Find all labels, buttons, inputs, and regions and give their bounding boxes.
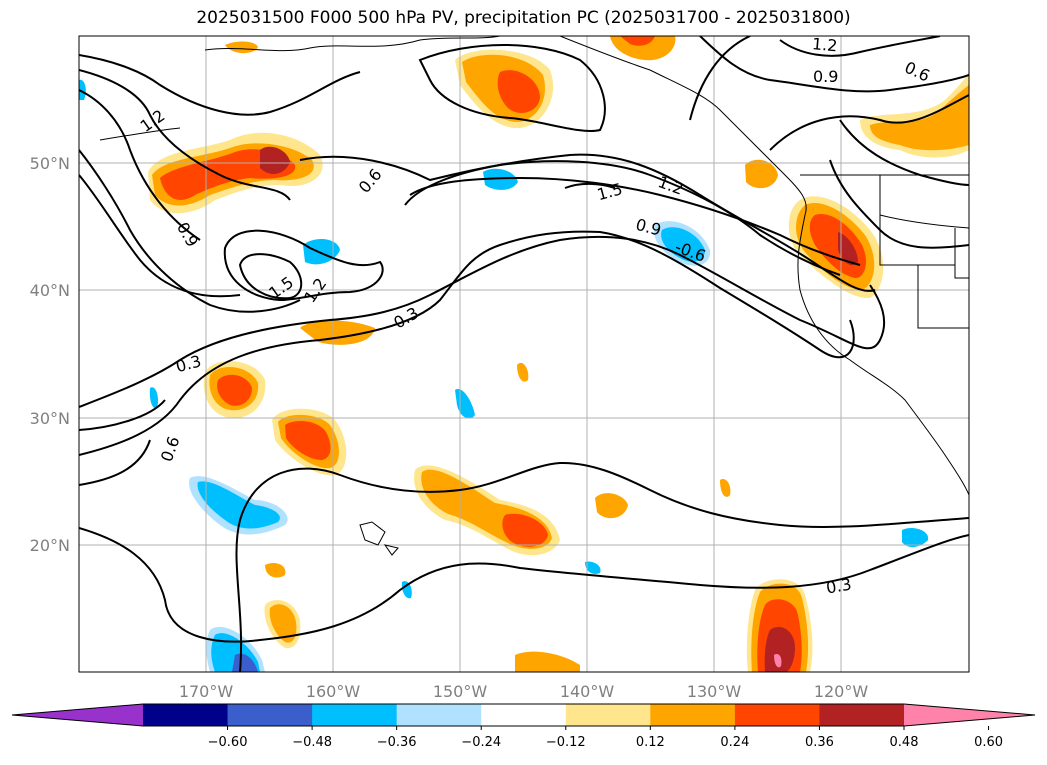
graticule — [79, 36, 969, 672]
colorbar-segment — [396, 704, 482, 726]
coastlines — [99, 36, 969, 556]
colorbar-segment — [650, 704, 736, 726]
colorbar-tick-label: 0.24 — [720, 735, 749, 750]
colorbar-segment — [312, 704, 398, 726]
colorbar-segment — [734, 704, 820, 726]
colorbar-tick-label: −0.12 — [546, 735, 586, 750]
colorbar-extend-low — [12, 704, 143, 726]
contour-label: 1.2 — [811, 34, 838, 55]
lat-label-40: 40°N — [30, 281, 70, 300]
contour-label: 0.3 — [825, 574, 853, 597]
map-border — [78, 35, 970, 673]
colorbar-tick-label: −0.24 — [461, 735, 501, 750]
contour-label: 0.9 — [813, 67, 838, 86]
colorbar-segment — [143, 704, 229, 726]
colorbar-tick-label: 0.60 — [974, 735, 1003, 750]
precip-shading — [148, 36, 969, 672]
colorbar-tick-label: −0.48 — [292, 735, 332, 750]
lon-label-160w: 160°W — [306, 682, 361, 701]
colorbar-tick-label: −0.60 — [208, 735, 248, 750]
colorbar-segment — [481, 704, 567, 726]
lon-label-150w: 150°W — [433, 682, 488, 701]
map-title: 2025031500 F000 500 hPa PV, precipitatio… — [196, 8, 851, 28]
lon-label-130w: 130°W — [687, 682, 742, 701]
colorbar-tick-label: 0.36 — [805, 735, 834, 750]
lon-labels: 170°W 160°W 150°W 140°W 130°W 120°W — [179, 682, 869, 701]
colorbar-segment — [819, 704, 905, 726]
lon-label-120w: 120°W — [814, 682, 869, 701]
lat-label-30: 30°N — [30, 409, 70, 428]
pv-contours — [79, 36, 969, 672]
colorbar-tick-label: −0.36 — [377, 735, 417, 750]
colorbar-segment — [227, 704, 313, 726]
lon-label-170w: 170°W — [179, 682, 234, 701]
colorbar-tick-label: 0.12 — [636, 735, 665, 750]
lat-label-50: 50°N — [30, 154, 70, 173]
lat-label-20: 20°N — [30, 536, 70, 555]
lon-label-140w: 140°W — [560, 682, 615, 701]
colorbar-segment — [565, 704, 651, 726]
colorbar-tick-label: 0.48 — [890, 735, 919, 750]
precip-shading-negative — [79, 79, 929, 672]
colorbar: −0.60 −0.48 −0.36 −0.24 −0.12 0.12 0.24 0.36 0.4… — [11, 703, 1036, 750]
lat-labels: 20°N 30°N 40°N 50°N — [30, 154, 70, 555]
colorbar-extend-high — [904, 704, 1035, 726]
